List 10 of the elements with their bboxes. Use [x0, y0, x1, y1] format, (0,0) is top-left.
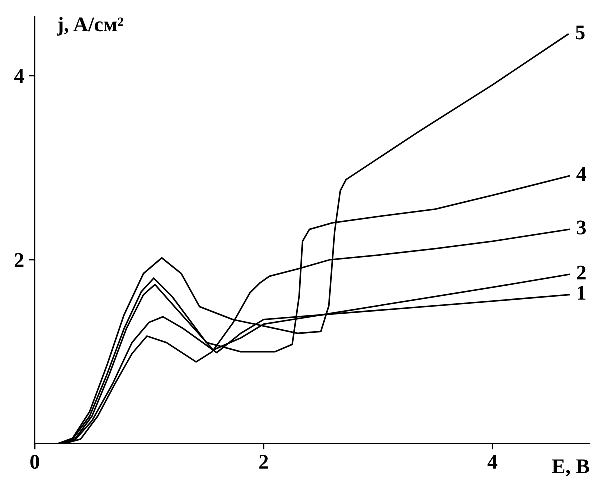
series-label: 5: [576, 26, 585, 40]
series-label: 1: [578, 286, 586, 300]
y-axis-title: j, A/см²: [57, 17, 124, 36]
series-label: 4: [576, 168, 586, 182]
x-tick-label: 4: [488, 455, 498, 469]
series-label: 2: [577, 266, 586, 280]
x-tick-label: 0: [30, 455, 40, 470]
x-tick-label: 2: [260, 455, 268, 469]
series-label: 3: [577, 220, 586, 235]
x-axis-title: E, B: [552, 460, 590, 477]
